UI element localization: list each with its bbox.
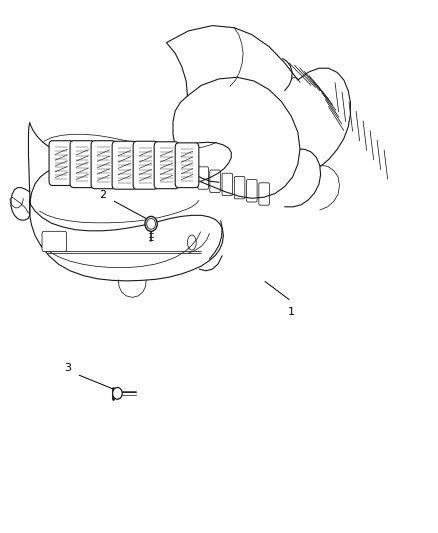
FancyBboxPatch shape bbox=[91, 141, 116, 189]
FancyBboxPatch shape bbox=[133, 141, 158, 189]
FancyBboxPatch shape bbox=[247, 180, 257, 202]
FancyBboxPatch shape bbox=[210, 170, 220, 192]
FancyBboxPatch shape bbox=[112, 141, 137, 189]
FancyBboxPatch shape bbox=[234, 176, 245, 199]
FancyBboxPatch shape bbox=[259, 183, 269, 205]
FancyBboxPatch shape bbox=[154, 142, 179, 189]
FancyBboxPatch shape bbox=[42, 231, 67, 252]
Circle shape bbox=[113, 387, 122, 399]
FancyBboxPatch shape bbox=[49, 141, 74, 185]
Circle shape bbox=[145, 216, 157, 231]
Text: 3: 3 bbox=[64, 363, 71, 373]
FancyBboxPatch shape bbox=[175, 143, 199, 188]
FancyBboxPatch shape bbox=[70, 141, 95, 188]
Text: 1: 1 bbox=[288, 307, 295, 317]
FancyBboxPatch shape bbox=[222, 173, 233, 196]
Text: 2: 2 bbox=[99, 190, 106, 199]
FancyBboxPatch shape bbox=[198, 167, 208, 189]
Circle shape bbox=[147, 219, 155, 229]
